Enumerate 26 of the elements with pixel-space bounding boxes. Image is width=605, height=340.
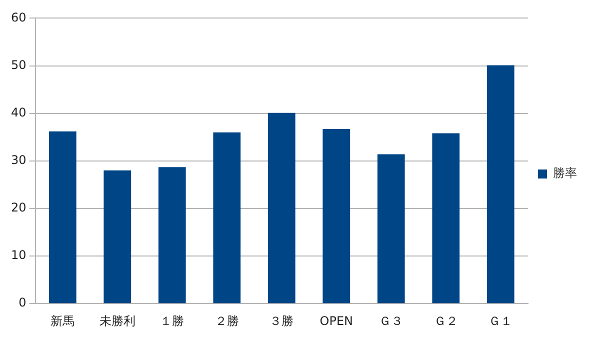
y-tick-label: 0 [18, 296, 26, 310]
bar [268, 112, 296, 304]
x-tick-label: １勝 [160, 314, 184, 328]
x-tick-label: Ｇ３ [379, 314, 404, 328]
y-tick-label: 50 [10, 58, 26, 72]
bar [158, 167, 186, 304]
x-tick-label: ２勝 [214, 314, 239, 328]
bar [322, 129, 350, 304]
y-tick-label: 20 [10, 200, 26, 215]
bar [432, 133, 460, 304]
x-tick-label: OPEN [320, 314, 354, 328]
x-tick-label: 新馬 [50, 314, 75, 328]
bar [486, 65, 514, 304]
y-tick-label: 10 [10, 248, 26, 262]
y-tick-label: 60 [10, 10, 26, 24]
bar [213, 132, 241, 304]
bar [104, 170, 132, 304]
legend-label: 勝率 [553, 166, 577, 180]
x-tick-label: ３勝 [270, 314, 294, 328]
y-tick-label: 30 [10, 153, 26, 168]
bar [377, 154, 405, 304]
x-tick-label: 未勝利 [99, 314, 136, 328]
bar [48, 131, 76, 304]
x-tick-label: Ｇ１ [488, 314, 513, 328]
x-tick-label: Ｇ２ [434, 314, 458, 328]
y-tick-label: 40 [10, 105, 26, 120]
